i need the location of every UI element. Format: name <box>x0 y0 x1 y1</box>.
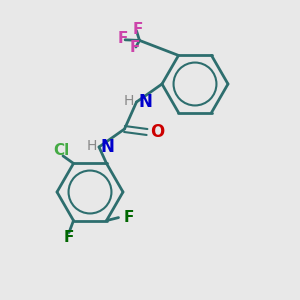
Text: N: N <box>100 138 114 156</box>
Text: F: F <box>118 32 128 46</box>
Text: H: H <box>86 140 97 153</box>
Text: F: F <box>130 40 140 56</box>
Text: N: N <box>138 93 152 111</box>
Text: O: O <box>151 123 165 141</box>
Text: Cl: Cl <box>53 143 70 158</box>
Text: F: F <box>124 210 134 225</box>
Text: F: F <box>133 22 143 38</box>
Text: H: H <box>124 94 134 108</box>
Text: F: F <box>64 230 74 245</box>
